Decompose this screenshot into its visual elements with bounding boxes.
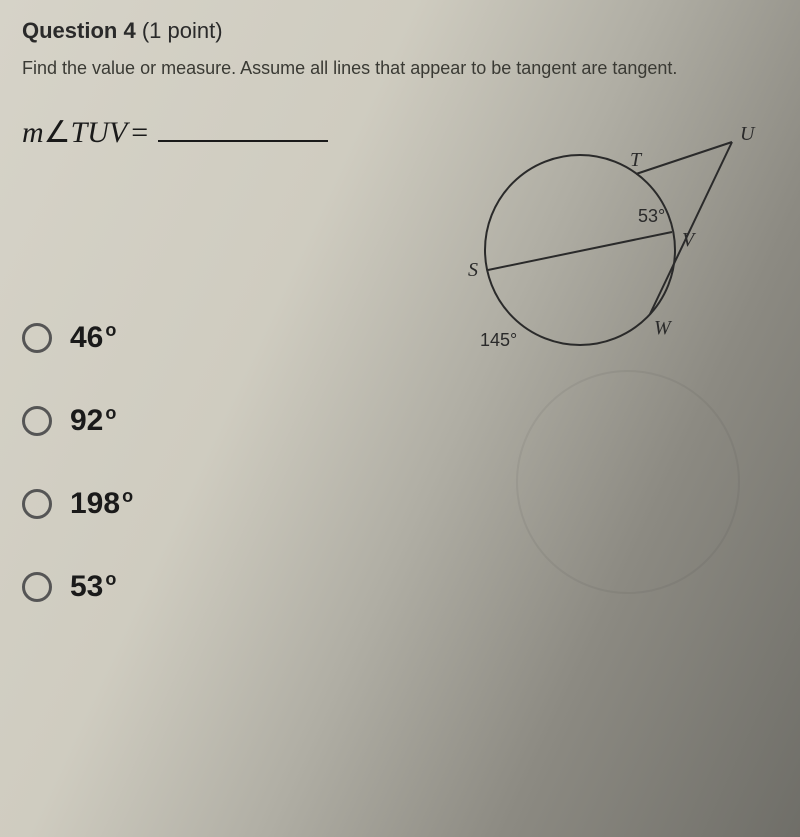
svg-text:U: U — [740, 123, 756, 145]
question-points: (1 point) — [142, 18, 223, 43]
choice-value: 92 — [70, 404, 103, 437]
expr-equals: = — [131, 116, 148, 150]
answer-blank[interactable] — [158, 118, 328, 142]
geometry-figure: S T V W U 53° 145° — [440, 120, 760, 380]
choice-option[interactable]: 53o — [22, 569, 778, 604]
choice-value: 53 — [70, 570, 103, 603]
svg-text:53°: 53° — [638, 206, 665, 226]
choice-label: 92o — [70, 403, 116, 438]
expr-angle-name: TUV — [71, 116, 128, 150]
svg-text:S: S — [468, 259, 478, 281]
question-prompt: Find the value or measure. Assume all li… — [22, 58, 778, 79]
choice-label: 46o — [70, 320, 116, 355]
figure-svg: S T V W U 53° 145° — [440, 120, 760, 380]
choice-label: 53o — [70, 569, 116, 604]
angle-symbol-icon: ∠ — [44, 115, 71, 150]
svg-text:V: V — [682, 229, 697, 251]
degree-icon: o — [105, 320, 116, 340]
choice-value: 198 — [70, 487, 120, 520]
radio-icon[interactable] — [22, 406, 52, 436]
angle-expression: m ∠ TUV = — [22, 115, 328, 150]
choice-label: 198o — [70, 486, 133, 521]
choice-value: 46 — [70, 321, 103, 354]
degree-icon: o — [122, 486, 133, 506]
question-number: Question 4 — [22, 18, 136, 43]
radio-icon[interactable] — [22, 572, 52, 602]
degree-icon: o — [105, 569, 116, 589]
expr-m: m — [22, 116, 44, 150]
svg-text:145°: 145° — [480, 330, 517, 350]
radio-icon[interactable] — [22, 489, 52, 519]
choice-option[interactable]: 198o — [22, 486, 778, 521]
svg-text:W: W — [654, 317, 673, 339]
degree-icon: o — [105, 403, 116, 423]
question-page: Question 4 (1 point) Find the value or m… — [0, 0, 800, 837]
question-header: Question 4 (1 point) — [22, 18, 778, 44]
svg-text:T: T — [630, 149, 643, 171]
radio-icon[interactable] — [22, 323, 52, 353]
choice-option[interactable]: 92o — [22, 403, 778, 438]
